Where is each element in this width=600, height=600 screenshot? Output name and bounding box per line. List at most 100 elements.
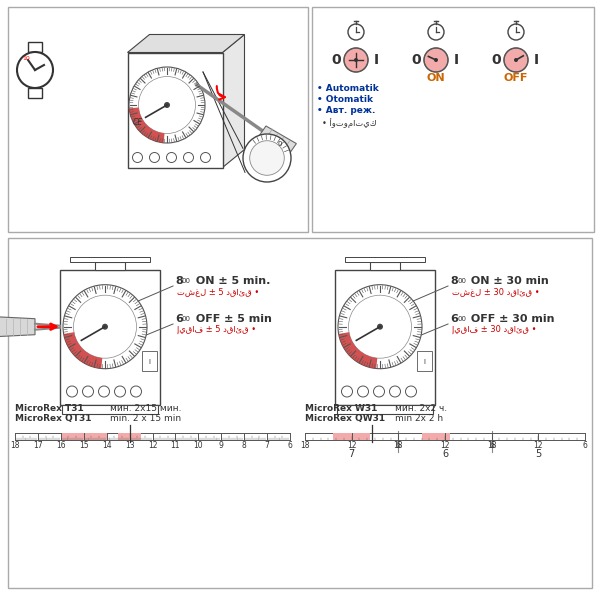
Text: إيقاف ± 30 دقائق •: إيقاف ± 30 دقائق • xyxy=(452,325,536,334)
Text: мин. 2x2 ч.: мин. 2x2 ч. xyxy=(395,404,447,413)
Circle shape xyxy=(389,386,401,397)
Circle shape xyxy=(514,58,518,62)
Text: 8: 8 xyxy=(242,442,247,451)
Text: MicroRex QW31: MicroRex QW31 xyxy=(305,414,385,423)
Circle shape xyxy=(250,141,284,175)
Polygon shape xyxy=(0,317,35,337)
Circle shape xyxy=(200,152,211,163)
Circle shape xyxy=(149,152,160,163)
Circle shape xyxy=(434,58,438,62)
Bar xyxy=(8,7,308,232)
Text: 9: 9 xyxy=(219,442,224,451)
Bar xyxy=(370,262,400,270)
Text: 00: 00 xyxy=(457,278,466,284)
Text: 7: 7 xyxy=(349,449,355,459)
Bar xyxy=(335,270,435,405)
Circle shape xyxy=(338,284,422,368)
Bar xyxy=(28,88,42,98)
Text: OFF ± 30 min: OFF ± 30 min xyxy=(467,314,554,324)
Bar xyxy=(333,433,370,440)
Bar xyxy=(345,257,425,262)
Text: 00: 00 xyxy=(182,316,191,322)
Text: min. 2 x 15 min: min. 2 x 15 min xyxy=(110,414,181,423)
Polygon shape xyxy=(223,34,245,167)
Text: OFF ± 5 min: OFF ± 5 min xyxy=(192,314,272,324)
Circle shape xyxy=(98,386,110,397)
Text: • Automatik: • Automatik xyxy=(317,84,379,93)
Text: 18: 18 xyxy=(10,442,20,451)
Text: ON: ON xyxy=(427,73,445,83)
Bar xyxy=(61,433,107,440)
Text: 16: 16 xyxy=(56,442,65,451)
Bar xyxy=(128,52,223,167)
Bar xyxy=(142,351,157,371)
Text: 00: 00 xyxy=(182,278,191,284)
Text: 7: 7 xyxy=(265,442,269,451)
Text: تشغل ± 5 دقائق •: تشغل ± 5 دقائق • xyxy=(177,287,259,296)
Text: мин. 2x15 мин.: мин. 2x15 мин. xyxy=(110,404,182,413)
Bar xyxy=(60,270,160,405)
Circle shape xyxy=(63,284,147,368)
Text: 6: 6 xyxy=(287,442,292,451)
Text: 6: 6 xyxy=(175,314,183,324)
Text: • أوتوماتيك: • أوتوماتيك xyxy=(322,118,377,128)
Circle shape xyxy=(131,386,142,397)
Bar xyxy=(62,405,158,415)
Text: 0: 0 xyxy=(491,53,501,67)
Text: 6: 6 xyxy=(442,449,448,459)
Text: CE: CE xyxy=(133,118,143,127)
Text: MicroRex QT31: MicroRex QT31 xyxy=(15,414,91,423)
Text: MicroRex W31: MicroRex W31 xyxy=(305,404,377,413)
Text: 12: 12 xyxy=(533,442,543,451)
Text: 18: 18 xyxy=(300,442,310,451)
Bar xyxy=(312,7,594,232)
Polygon shape xyxy=(128,34,245,52)
Text: OFF: OFF xyxy=(504,73,528,83)
Circle shape xyxy=(377,323,383,329)
Circle shape xyxy=(164,102,170,108)
Circle shape xyxy=(344,48,368,72)
Circle shape xyxy=(354,58,358,62)
Text: 12: 12 xyxy=(347,442,356,451)
Circle shape xyxy=(167,152,176,163)
Text: 13: 13 xyxy=(125,442,134,451)
Circle shape xyxy=(129,67,205,143)
Text: 00: 00 xyxy=(457,316,466,322)
Text: 6: 6 xyxy=(583,442,587,451)
Text: 18: 18 xyxy=(394,442,403,451)
Text: MicroRex T31: MicroRex T31 xyxy=(15,404,84,413)
Circle shape xyxy=(115,386,125,397)
Circle shape xyxy=(102,323,108,329)
Circle shape xyxy=(184,152,193,163)
Circle shape xyxy=(341,386,353,397)
Circle shape xyxy=(349,295,412,358)
Bar xyxy=(337,405,433,415)
Text: 11: 11 xyxy=(170,442,180,451)
Text: 0: 0 xyxy=(331,53,341,67)
Text: 8: 8 xyxy=(450,276,458,286)
Text: I: I xyxy=(424,359,425,365)
Circle shape xyxy=(17,52,53,88)
Circle shape xyxy=(373,386,385,397)
Text: I: I xyxy=(454,53,458,67)
Bar xyxy=(70,257,150,262)
Text: 14: 14 xyxy=(102,442,112,451)
Text: 10: 10 xyxy=(22,55,30,61)
Text: 6: 6 xyxy=(489,442,494,451)
Text: I: I xyxy=(149,359,151,365)
Text: 10: 10 xyxy=(194,442,203,451)
Bar xyxy=(28,42,42,52)
Wedge shape xyxy=(64,332,102,368)
Text: ON ± 30 min: ON ± 30 min xyxy=(467,276,549,286)
Bar xyxy=(417,351,432,371)
Text: تشغل ± 30 دقائق •: تشغل ± 30 دقائق • xyxy=(452,287,539,296)
Text: ON ± 5 min.: ON ± 5 min. xyxy=(192,276,271,286)
Text: • Авт. реж.: • Авт. реж. xyxy=(317,106,376,115)
Circle shape xyxy=(67,386,77,397)
Text: 15: 15 xyxy=(79,442,89,451)
Circle shape xyxy=(133,152,143,163)
Bar xyxy=(8,238,592,588)
Bar xyxy=(95,262,125,270)
Text: 12: 12 xyxy=(440,442,450,451)
Circle shape xyxy=(83,386,94,397)
